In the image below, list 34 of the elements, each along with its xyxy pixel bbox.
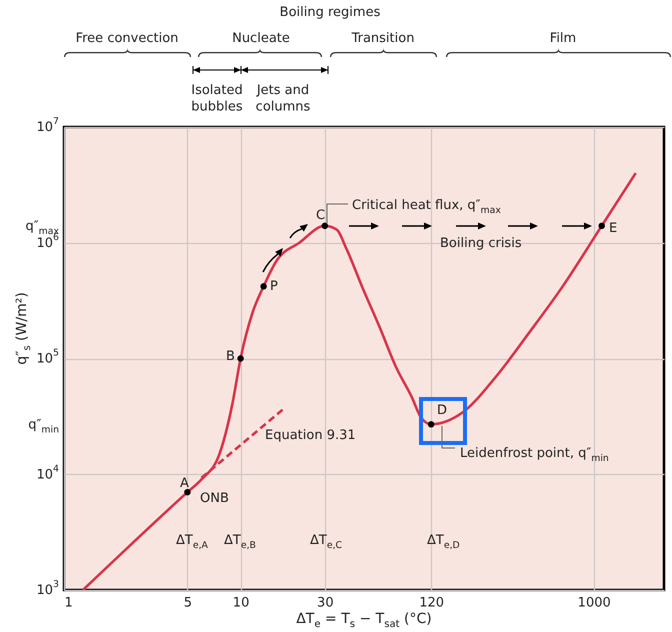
annotation: ΔT$_{e,A}$ (176, 532, 209, 552)
y-tick-label: 10$^{7}$ (36, 116, 60, 135)
annotation: P (270, 278, 278, 294)
x-tick-label: 10 (232, 596, 250, 610)
annotation: ΔT$_{e,C}$ (310, 532, 343, 552)
annotation: Boiling crisis (440, 236, 522, 251)
text: Jets and columns (256, 82, 311, 114)
x-tick-label: 120 (419, 596, 444, 610)
y-tick-label: q″$_{min}$ (28, 416, 60, 436)
x-tick-label: 1 (64, 596, 73, 610)
text: Boiling regimes (280, 4, 381, 20)
annotation: C (316, 208, 326, 223)
annotation: ΔT$_{e,B}$ (224, 532, 256, 552)
annotation: ONB (200, 490, 229, 506)
x-axis-title: ΔT$_{e}$ = T$_{s}$ − T$_{sat}$ (°C) (296, 610, 432, 630)
annotation: D (437, 402, 448, 418)
text: Transition (350, 30, 414, 46)
annotation: Equation 9.31 (265, 428, 356, 443)
y-tick-label: 10$^{5}$ (36, 348, 60, 366)
text: Nucleate (232, 30, 290, 46)
annotation: A (180, 476, 189, 491)
x-tick-label: 5 (184, 596, 192, 610)
annotation: Leidenfrost point, q″$_{min}$ (460, 446, 609, 464)
y-tick-label: 10$^{4}$ (36, 463, 60, 482)
x-tick-label: 30 (317, 596, 334, 610)
annotation: E (609, 220, 618, 236)
text: Film (550, 30, 576, 46)
annotation: ΔT$_{e,D}$ (427, 532, 460, 552)
y-tick-label: 10$^{3}$ (36, 579, 60, 598)
annotation: Critical heat flux, q″$_{max}$ (352, 198, 502, 216)
annotation: B (226, 348, 235, 364)
x-tick-label: 1000 (578, 596, 611, 610)
text: Free convection (76, 30, 178, 46)
text: Isolated bubbles (191, 82, 243, 114)
